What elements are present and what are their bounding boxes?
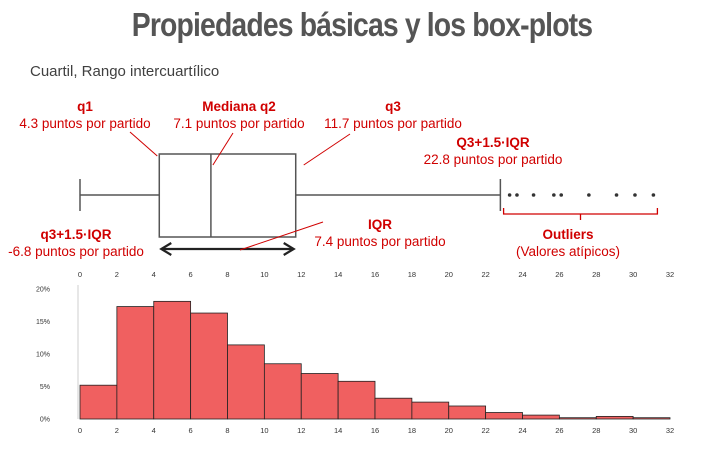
upper-fence-label: Q3+1.5·IQR [456, 135, 530, 150]
lower-fence-annotation: q3+1.5·IQR -6.8 puntos por partido [0, 226, 152, 260]
outliers-value: (Valores atípicos) [515, 244, 621, 259]
q1-value: 4.3 puntos por partido [19, 116, 151, 131]
outliers-label: Outliers [542, 227, 594, 242]
box-x-tick-label: 0 [78, 270, 82, 279]
box-x-tick-label: 20 [445, 270, 453, 279]
iqr-label: IQR [367, 217, 392, 232]
outlier-point [507, 193, 512, 197]
outlier-point [614, 193, 619, 197]
histogram: 0%5%10%15%20%0 2 4 6 8 10 12 14 16 18 20 22 24 26 28 30… [36, 285, 674, 435]
q3-value: 11.7 puntos por partido [324, 116, 462, 131]
median-label: Mediana q2 [202, 99, 276, 114]
histogram-bar [116, 306, 155, 420]
q1-annotation: q1 4.3 puntos por partido [15, 98, 155, 132]
histogram-bar [485, 412, 523, 420]
histogram-bar [79, 384, 118, 420]
upper-fence-value: 22.8 puntos por partido [423, 152, 563, 167]
iqr-arrow-left-head [159, 242, 172, 256]
box-x-tick-label: 4 [152, 270, 156, 279]
box-x-tick-label: 2 [115, 270, 119, 279]
histogram-bar [300, 373, 339, 420]
median-pointer [212, 132, 234, 166]
outlier-point [531, 193, 536, 197]
histogram-bar [153, 300, 192, 420]
box-x-tick-label: 22 [481, 270, 489, 279]
hist-x-tick-label: 32 [666, 426, 674, 435]
box-x-tick-label: 10 [260, 270, 268, 279]
histogram-bar [374, 397, 413, 420]
histogram-bar [227, 344, 265, 420]
iqr-pointer [239, 221, 324, 251]
hist-x-tick-label: 2 [115, 426, 119, 435]
box-x-tick-label: 32 [666, 270, 674, 279]
iqr-arrow-right-head [283, 242, 296, 256]
hist-x-tick-label: 30 [629, 426, 637, 435]
outliers-bracket [502, 208, 659, 220]
outlier-point [651, 193, 656, 197]
q3-label: q3 [385, 99, 401, 114]
hist-y-tick-label: 20% [36, 287, 50, 294]
histogram-bar [522, 414, 560, 420]
outlier-point [559, 193, 564, 197]
hist-y-tick-label: 5% [40, 384, 50, 391]
page-title: Propiedades básicas y los box-plots [131, 6, 593, 43]
subtitle: Cuartil, Rango intercuartílico [30, 63, 220, 80]
hist-x-tick-label: 12 [297, 426, 305, 435]
hist-x-tick-label: 10 [260, 426, 268, 435]
upper-fence-annotation: Q3+1.5·IQR 22.8 puntos por partido [415, 134, 571, 168]
box-x-tick-label: 28 [592, 270, 600, 279]
boxplot: 0 2 4 6 8 10 12 14 16 18 20 22 24 26 28 30 32 [78, 131, 674, 279]
median-annotation: Mediana q2 7.1 puntos por partido [167, 98, 311, 132]
hist-x-tick-label: 16 [371, 426, 379, 435]
hist-x-tick-label: 0 [78, 426, 82, 435]
box-x-tick-label: 8 [225, 270, 229, 279]
box-x-tick-label: 14 [334, 270, 342, 279]
histogram-bar [263, 363, 302, 420]
box-x-tick-label: 6 [189, 270, 193, 279]
hist-x-tick-label: 28 [592, 426, 600, 435]
hist-y-tick-label: 15% [36, 319, 50, 326]
box-x-tick-label: 24 [518, 270, 526, 279]
histogram-bar [632, 417, 671, 420]
hist-y-tick-label: 10% [36, 352, 50, 359]
histogram-bar [448, 405, 487, 420]
box-x-tick-label: 16 [371, 270, 379, 279]
hist-x-tick-label: 4 [152, 426, 156, 435]
lower-fence-value: -6.8 puntos por partido [8, 244, 144, 259]
q1-pointer [129, 131, 158, 157]
iqr-box [158, 153, 297, 238]
box-x-tick-label: 30 [629, 270, 637, 279]
outlier-point [552, 193, 556, 197]
hist-y-tick-label: 0% [40, 417, 50, 424]
hist-x-tick-label: 8 [225, 426, 229, 435]
box-x-tick-label: 12 [297, 270, 305, 279]
histogram-bar [558, 417, 597, 420]
q3-pointer [303, 133, 351, 166]
outliers-annotation: Outliers (Valores atípicos) [508, 226, 628, 260]
hist-x-tick-label: 22 [481, 426, 489, 435]
histogram-bar [595, 415, 634, 420]
hist-x-tick-label: 20 [445, 426, 453, 435]
median-value: 7.1 puntos por partido [173, 116, 305, 131]
q1-label: q1 [77, 99, 93, 114]
hist-x-tick-label: 6 [189, 426, 193, 435]
box-x-tick-label: 18 [408, 270, 416, 279]
box-x-tick-label: 26 [555, 270, 563, 279]
lower-fence-label: q3+1.5·IQR [40, 227, 112, 242]
outlier-point [515, 193, 519, 197]
histogram-bar [337, 380, 376, 420]
hist-x-tick-label: 18 [408, 426, 416, 435]
histogram-bar [411, 401, 450, 420]
q3-annotation: q3 11.7 puntos por partido [318, 98, 468, 132]
hist-x-tick-label: 24 [518, 426, 526, 435]
outlier-point [633, 193, 637, 197]
histogram-bar [190, 312, 228, 420]
hist-x-tick-label: 14 [334, 426, 342, 435]
iqr-value: 7.4 puntos por partido [314, 234, 446, 249]
iqr-annotation: IQR 7.4 puntos por partido [305, 216, 455, 250]
hist-x-tick-label: 26 [555, 426, 563, 435]
outlier-point [587, 193, 591, 197]
